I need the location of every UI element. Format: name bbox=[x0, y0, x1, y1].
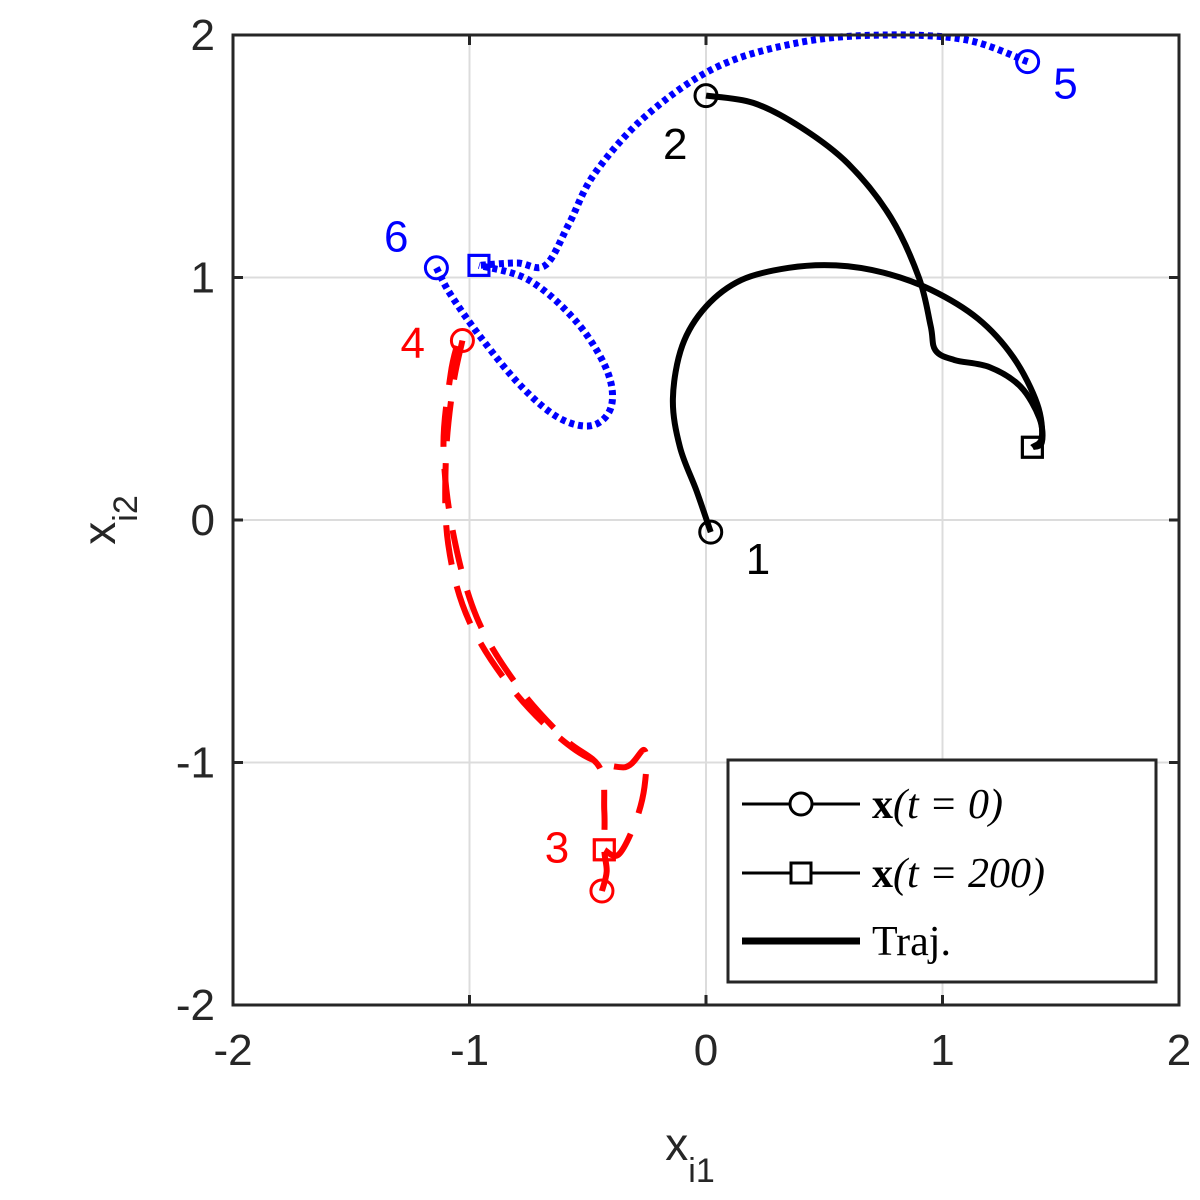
y-axis-label-main: x bbox=[73, 522, 125, 545]
agent-label-1: 1 bbox=[746, 535, 770, 584]
trajectory-agent-1 bbox=[669, 262, 1046, 534]
marker-layer bbox=[423, 49, 1044, 904]
tick-layer: -2 -1 0 1 2 -2 -1 0 1 2 bbox=[176, 11, 1191, 1075]
x-tick-label: 0 bbox=[694, 1026, 718, 1075]
end-marker-agent-4 bbox=[592, 838, 616, 862]
legend: x(t = 0) x(t = 200) Traj. bbox=[726, 758, 1158, 984]
annotation-layer: 1 2 3 4 5 6 bbox=[384, 60, 1078, 873]
end-marker-agent-2 bbox=[1020, 435, 1044, 459]
x-axis-label: xi1 bbox=[665, 1118, 714, 1190]
y-axis-label: xi2 bbox=[73, 495, 145, 544]
x-tick-label: 1 bbox=[930, 1026, 954, 1075]
start-marker-agent-6 bbox=[423, 255, 449, 281]
legend-label-start-rest: (t = 0) bbox=[893, 782, 1003, 828]
trajectory-agent-2 bbox=[705, 92, 1046, 451]
x-axis-label-sub: i1 bbox=[688, 1152, 714, 1190]
agent-label-6: 6 bbox=[384, 212, 408, 261]
start-marker-agent-3 bbox=[589, 878, 615, 904]
y-tick-label: -1 bbox=[176, 739, 215, 788]
start-marker-agent-5 bbox=[1015, 49, 1041, 75]
end-marker-agent-6 bbox=[467, 253, 491, 277]
y-tick-label: 1 bbox=[191, 254, 215, 303]
start-marker-agent-2 bbox=[693, 83, 719, 109]
legend-label-start: x(t = 0) bbox=[872, 782, 1003, 828]
legend-label-traj: Traj. bbox=[872, 919, 951, 965]
legend-circle-marker bbox=[788, 791, 814, 817]
trajectory-agent-6 bbox=[433, 261, 617, 430]
x-axis-label-main: x bbox=[665, 1118, 688, 1170]
legend-label-end-rest: (t = 200) bbox=[893, 851, 1045, 897]
legend-label-start-bold: x bbox=[872, 782, 893, 828]
trajectory-agent-3 bbox=[440, 342, 610, 892]
y-tick-label: 2 bbox=[191, 11, 215, 60]
legend-square-marker bbox=[789, 861, 813, 885]
y-axis-label-sub: i2 bbox=[107, 495, 145, 521]
x-tick-label: 2 bbox=[1167, 1026, 1191, 1075]
start-marker-agent-4 bbox=[449, 328, 475, 354]
legend-label-end: x(t = 200) bbox=[872, 851, 1045, 897]
y-tick-label: -2 bbox=[176, 981, 215, 1030]
agent-label-4: 4 bbox=[400, 319, 424, 368]
x-tick-label: -2 bbox=[213, 1026, 252, 1075]
agent-label-5: 5 bbox=[1053, 60, 1077, 109]
legend-label-end-bold: x bbox=[872, 851, 893, 897]
agent-label-2: 2 bbox=[663, 120, 687, 169]
x-tick-label: -1 bbox=[450, 1026, 489, 1075]
y-tick-label: 0 bbox=[191, 496, 215, 545]
agent-label-3: 3 bbox=[545, 823, 569, 872]
start-marker-agent-1 bbox=[698, 519, 724, 545]
